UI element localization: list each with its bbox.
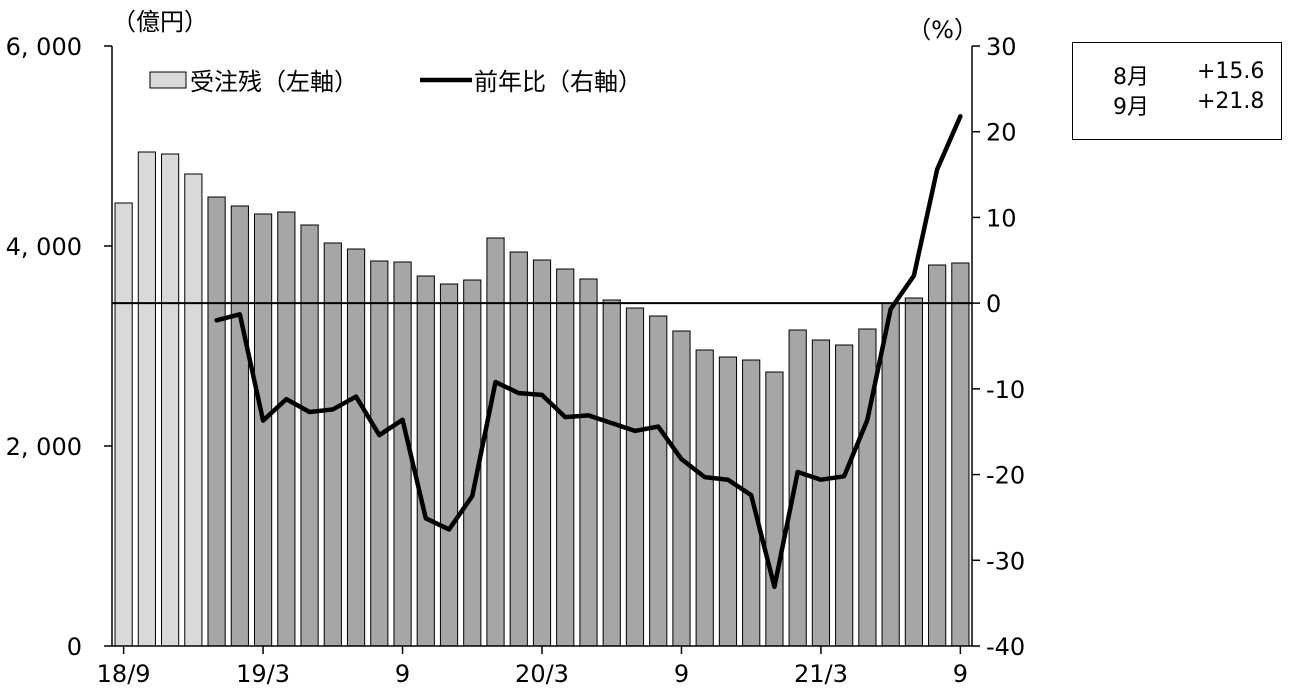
x-tick-label-2: 9 (395, 660, 410, 688)
bar-36 (952, 263, 969, 646)
right-tick-label-3: -10 (986, 376, 1025, 404)
info-row-august: 8月 +15.6 (1073, 59, 1281, 89)
right-tick-label-7: 30 (986, 33, 1017, 61)
bar-4 (208, 197, 225, 646)
left-tick-label-2: 4, 000 (6, 233, 82, 261)
bar-17 (510, 252, 527, 646)
bar-7 (278, 212, 295, 646)
bar-19 (557, 269, 574, 646)
right-tick-label-4: 0 (986, 290, 1001, 318)
bar-20 (580, 279, 597, 646)
right-tick-label-1: -30 (986, 547, 1025, 575)
right-tick-label-2: -20 (986, 462, 1025, 490)
x-tick-label-0: 18/9 (97, 660, 151, 688)
bar-5 (231, 206, 248, 646)
x-tick-label-6: 9 (953, 660, 968, 688)
info-month-september: 9月 (1113, 89, 1149, 121)
info-row-september: 9月 +21.8 (1073, 89, 1281, 119)
bar-13 (417, 276, 434, 646)
bar-6 (254, 214, 271, 646)
bar-3 (185, 174, 202, 646)
right-tick-label-0: -40 (986, 633, 1025, 661)
bar-8 (301, 225, 318, 646)
bar-18 (533, 260, 550, 646)
left-tick-label-3: 6, 000 (6, 33, 82, 61)
bar-33 (882, 303, 899, 646)
bar-35 (929, 265, 946, 646)
bar-21 (603, 300, 620, 646)
legend-bar-swatch (150, 72, 186, 88)
right-tick-label-6: 20 (986, 119, 1017, 147)
bar-23 (650, 316, 667, 646)
bar-28 (766, 372, 783, 646)
bar-34 (905, 298, 922, 646)
left-unit-label: （億円） (112, 8, 208, 36)
bar-16 (487, 238, 504, 646)
bar-10 (347, 249, 364, 646)
x-tick-label-3: 20/3 (515, 660, 569, 688)
legend-line-label: 前年比（右軸） (474, 68, 642, 96)
bar-24 (673, 331, 690, 646)
info-value-september: +21.8 (1197, 89, 1264, 114)
x-tick-label-4: 9 (674, 660, 689, 688)
bar-25 (696, 350, 713, 646)
bar-30 (812, 340, 829, 646)
bar-22 (626, 308, 643, 646)
bar-29 (789, 330, 806, 646)
legend-bar-label: 受注残（左軸） (190, 68, 358, 96)
x-tick-label-1: 19/3 (236, 660, 290, 688)
info-value-august: +15.6 (1197, 59, 1264, 84)
left-tick-label-0: 0 (67, 633, 82, 661)
bar-1 (138, 152, 155, 646)
x-tick-label-5: 21/3 (794, 660, 848, 688)
bar-26 (719, 357, 736, 646)
bar-14 (440, 284, 457, 646)
info-month-august: 8月 (1113, 59, 1149, 91)
left-tick-label-1: 2, 000 (6, 433, 82, 461)
bar-31 (836, 345, 853, 646)
right-tick-label-5: 10 (986, 204, 1017, 232)
right-unit-label: （%） (907, 16, 978, 44)
info-box: 8月 +15.6 9月 +21.8 (1072, 42, 1282, 140)
bar-11 (371, 261, 388, 646)
bar-32 (859, 329, 876, 646)
bar-0 (115, 203, 132, 646)
bar-2 (162, 154, 179, 646)
